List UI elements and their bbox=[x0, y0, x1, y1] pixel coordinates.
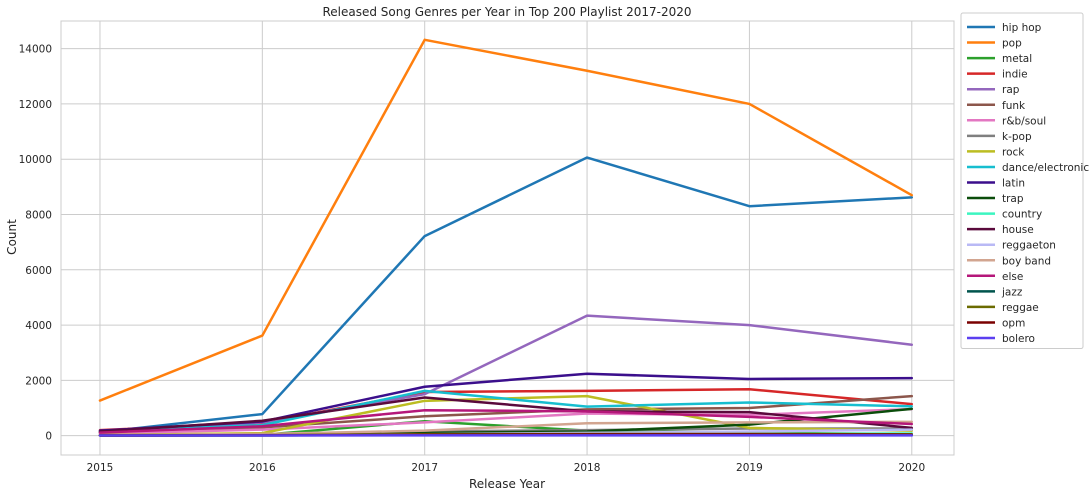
legend-entry: opm bbox=[967, 317, 1025, 329]
legend-label: house bbox=[1002, 224, 1034, 236]
series-line-house bbox=[98, 396, 914, 433]
legend-label: else bbox=[1002, 271, 1023, 283]
legend-entry: rap bbox=[967, 84, 1020, 96]
legend-label: rock bbox=[1002, 146, 1025, 158]
legend-label: latin bbox=[1002, 178, 1025, 190]
y-tick-label: 14000 bbox=[19, 44, 52, 56]
legend-label: dance/electronic bbox=[1002, 162, 1089, 174]
legend-box bbox=[960, 12, 1084, 350]
legend-label: jazz bbox=[1001, 286, 1023, 298]
legend-label: country bbox=[1002, 209, 1042, 221]
grid-lines bbox=[61, 21, 954, 455]
y-tick-label: 2000 bbox=[25, 375, 52, 387]
legend-label: trap bbox=[1002, 193, 1024, 205]
plot-frame bbox=[60, 20, 955, 456]
y-tick-label: 4000 bbox=[25, 320, 52, 332]
legend-entry: indie bbox=[967, 69, 1028, 81]
chart-title: Released Song Genres per Year in Top 200… bbox=[322, 5, 691, 19]
legend-entries: hip hop pop metal indie rap funk r&b/soul k-pop… bbox=[967, 22, 1089, 345]
x-axis-label: Release Year bbox=[469, 477, 545, 491]
legend-entry: dance/electronic bbox=[967, 162, 1089, 174]
legend-label: funk bbox=[1002, 100, 1026, 112]
legend: hip hop pop metal indie rap funk r&b/soul k-pop… bbox=[960, 12, 1089, 350]
x-tick-label: 2018 bbox=[574, 462, 601, 474]
legend-entry: metal bbox=[967, 53, 1032, 65]
legend-entry: pop bbox=[967, 38, 1022, 50]
legend-label: k-pop bbox=[1002, 131, 1032, 143]
series-line-hip-hop bbox=[98, 156, 914, 434]
legend-entry: reggaeton bbox=[967, 240, 1056, 252]
series-line-else bbox=[98, 408, 914, 434]
legend-label: r&b/soul bbox=[1002, 115, 1046, 127]
legend-label: indie bbox=[1002, 69, 1028, 81]
legend-label: reggae bbox=[1002, 302, 1039, 314]
legend-entry: k-pop bbox=[967, 131, 1032, 143]
series-line-pop bbox=[98, 38, 914, 402]
legend-label: metal bbox=[1002, 53, 1032, 65]
legend-entry: latin bbox=[967, 178, 1025, 190]
legend-entry: rock bbox=[967, 146, 1025, 158]
y-tick-label: 6000 bbox=[25, 265, 52, 277]
legend-entry: jazz bbox=[967, 286, 1023, 298]
x-tick-label: 2016 bbox=[249, 462, 276, 474]
legend-label: hip hop bbox=[1002, 22, 1042, 34]
legend-entry: trap bbox=[967, 193, 1024, 205]
legend-label: pop bbox=[1002, 38, 1022, 50]
legend-label: reggaeton bbox=[1002, 240, 1056, 252]
legend-entry: funk bbox=[967, 100, 1026, 112]
x-tick-label: 2017 bbox=[411, 462, 438, 474]
series-lines bbox=[98, 38, 914, 437]
y-tick-label: 0 bbox=[45, 431, 52, 443]
legend-label: bolero bbox=[1002, 333, 1035, 345]
legend-entry: house bbox=[967, 224, 1034, 236]
y-tick-label: 12000 bbox=[19, 99, 52, 111]
x-axis-ticks: 2015 2016 2017 2018 2019 2020 bbox=[87, 462, 926, 474]
legend-entry: else bbox=[967, 271, 1023, 283]
y-axis-ticks: 0 2000 4000 6000 8000 10000 12000 14000 bbox=[19, 44, 52, 443]
legend-entry: hip hop bbox=[967, 22, 1042, 34]
y-axis-label: Count bbox=[5, 219, 19, 255]
legend-label: rap bbox=[1002, 84, 1020, 96]
legend-entry: boy band bbox=[967, 255, 1051, 267]
legend-entry: r&b/soul bbox=[967, 115, 1046, 127]
x-tick-label: 2019 bbox=[736, 462, 763, 474]
legend-entry: country bbox=[967, 209, 1042, 221]
legend-label: opm bbox=[1002, 317, 1025, 329]
legend-entry: bolero bbox=[967, 333, 1035, 345]
legend-label: boy band bbox=[1002, 255, 1051, 267]
x-tick-label: 2020 bbox=[898, 462, 925, 474]
x-tick-label: 2015 bbox=[87, 462, 114, 474]
y-tick-label: 10000 bbox=[19, 154, 52, 166]
legend-entry: reggae bbox=[967, 302, 1039, 314]
y-tick-label: 8000 bbox=[25, 210, 52, 222]
